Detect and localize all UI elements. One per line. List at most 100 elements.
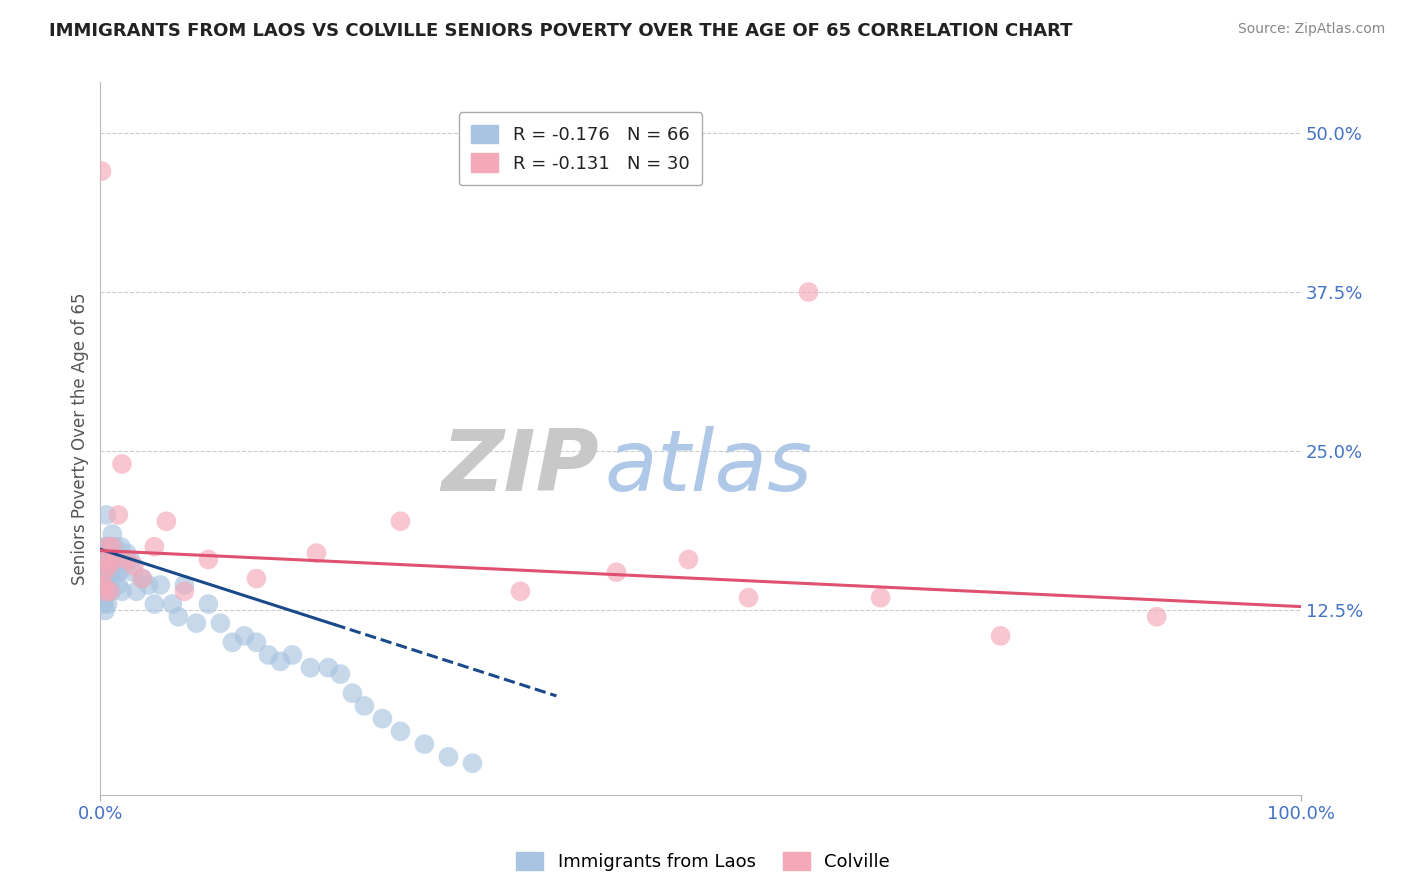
Point <box>98 584 121 599</box>
Point <box>329 667 352 681</box>
Point <box>96 540 118 554</box>
Point <box>413 737 436 751</box>
Point <box>96 578 118 592</box>
Point <box>167 609 190 624</box>
Point <box>149 578 172 592</box>
Point <box>96 552 118 566</box>
Point <box>509 584 531 599</box>
Point <box>93 597 115 611</box>
Point <box>371 712 394 726</box>
Point <box>97 578 120 592</box>
Point <box>104 552 127 566</box>
Point <box>138 578 160 592</box>
Point <box>173 584 195 599</box>
Point <box>115 552 138 566</box>
Point <box>1146 609 1168 624</box>
Point <box>104 552 127 566</box>
Point <box>90 578 112 592</box>
Text: ZIP: ZIP <box>441 425 599 508</box>
Point <box>96 597 118 611</box>
Point <box>108 565 131 579</box>
Point <box>299 661 322 675</box>
Text: Source: ZipAtlas.com: Source: ZipAtlas.com <box>1237 22 1385 37</box>
Point <box>437 749 460 764</box>
Point <box>209 616 232 631</box>
Point <box>131 572 153 586</box>
Point <box>342 686 364 700</box>
Point <box>737 591 759 605</box>
Point <box>100 584 122 599</box>
Point <box>353 698 375 713</box>
Point <box>173 578 195 592</box>
Y-axis label: Seniors Poverty Over the Age of 65: Seniors Poverty Over the Age of 65 <box>72 293 89 585</box>
Text: atlas: atlas <box>605 425 813 508</box>
Point <box>281 648 304 662</box>
Point <box>101 552 124 566</box>
Point <box>461 756 484 771</box>
Point <box>94 603 117 617</box>
Legend: Immigrants from Laos, Colville: Immigrants from Laos, Colville <box>509 845 897 879</box>
Point <box>96 558 118 573</box>
Point <box>143 540 166 554</box>
Point <box>233 629 256 643</box>
Point <box>990 629 1012 643</box>
Point <box>91 558 114 573</box>
Point <box>97 558 120 573</box>
Point <box>104 540 127 554</box>
Point <box>257 648 280 662</box>
Point <box>93 552 115 566</box>
Point <box>90 164 112 178</box>
Point <box>120 552 142 566</box>
Point <box>115 546 138 560</box>
Point <box>318 661 340 675</box>
Point <box>98 558 121 573</box>
Legend: R = -0.176   N = 66, R = -0.131   N = 30: R = -0.176 N = 66, R = -0.131 N = 30 <box>458 112 702 186</box>
Point <box>131 572 153 586</box>
Point <box>122 558 145 573</box>
Point <box>112 552 135 566</box>
Point <box>101 527 124 541</box>
Point <box>143 597 166 611</box>
Point <box>96 540 118 554</box>
Point <box>98 540 121 554</box>
Point <box>100 552 122 566</box>
Point <box>869 591 891 605</box>
Point <box>125 584 148 599</box>
Point <box>797 285 820 299</box>
Point <box>111 457 134 471</box>
Point <box>93 584 115 599</box>
Point <box>94 540 117 554</box>
Text: IMMIGRANTS FROM LAOS VS COLVILLE SENIORS POVERTY OVER THE AGE OF 65 CORRELATION : IMMIGRANTS FROM LAOS VS COLVILLE SENIORS… <box>49 22 1073 40</box>
Point <box>96 565 118 579</box>
Point <box>103 565 125 579</box>
Point <box>97 565 120 579</box>
Point <box>105 565 128 579</box>
Point <box>305 546 328 560</box>
Point <box>245 635 267 649</box>
Point <box>186 616 208 631</box>
Point <box>110 540 132 554</box>
Point <box>107 578 129 592</box>
Point <box>269 654 291 668</box>
Point <box>94 565 117 579</box>
Point <box>94 584 117 599</box>
Point <box>111 584 134 599</box>
Point <box>101 540 124 554</box>
Point <box>221 635 243 649</box>
Point <box>122 565 145 579</box>
Point <box>90 565 112 579</box>
Point <box>197 552 219 566</box>
Point <box>197 597 219 611</box>
Point <box>93 572 115 586</box>
Point <box>678 552 700 566</box>
Point <box>91 546 114 560</box>
Point <box>162 597 184 611</box>
Point <box>91 591 114 605</box>
Point <box>96 508 118 522</box>
Point <box>389 724 412 739</box>
Point <box>605 565 627 579</box>
Point <box>389 514 412 528</box>
Point <box>96 552 118 566</box>
Point <box>93 565 115 579</box>
Point <box>107 508 129 522</box>
